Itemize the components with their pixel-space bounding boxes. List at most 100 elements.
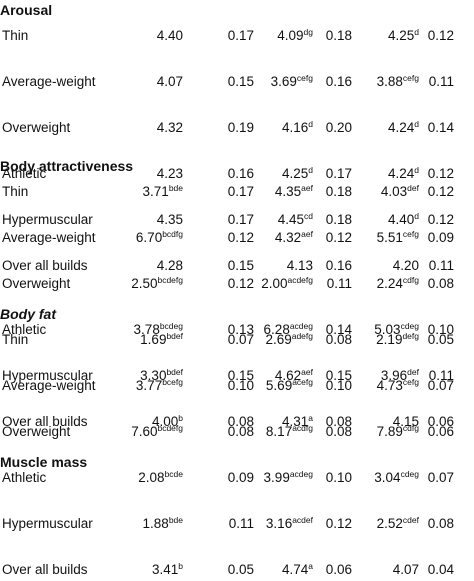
significance-superscript: aef: [301, 367, 313, 377]
section-title: Body attractiveness: [0, 158, 134, 174]
mean-number: 3.16: [265, 516, 293, 531]
row-label: Overweight: [2, 120, 71, 135]
standard-error-3: 0.14: [427, 120, 454, 135]
standard-error-1: 0.08: [227, 424, 254, 439]
standard-error-3: 0.10: [427, 322, 454, 337]
mean-value-1: 1.88bde: [143, 512, 183, 535]
significance-superscript: acdfg: [292, 423, 313, 433]
table-section: Body attractiveness Thin 3.71bde 0.17 4.35ae…: [0, 155, 474, 429]
mean-number: 4.24: [387, 166, 415, 181]
mean-number: 6.28: [263, 322, 290, 337]
significance-superscript: bcdeg: [159, 321, 183, 331]
table-row: Average-weight 3.77bcefg 0.10 5.69acefg 0.10…: [0, 374, 474, 397]
mean-number: 4.35: [274, 184, 302, 199]
mean-number: 4.28: [156, 258, 183, 273]
mean-value-1: 3.78bcdeg: [134, 318, 183, 341]
mean-number: 4.74: [281, 562, 309, 577]
mean-number: 7.89: [376, 424, 403, 439]
row-label: Athletic: [2, 166, 47, 181]
mean-value-1: 4.23: [157, 162, 183, 185]
row-label: Average-weight: [2, 74, 96, 89]
standard-error-2: 0.08: [325, 424, 352, 439]
standard-error-1: 0.10: [227, 378, 254, 393]
significance-superscript: bcefg: [162, 377, 183, 387]
standard-error-2: 0.15: [325, 368, 352, 383]
standard-error-1: 0.16: [227, 166, 254, 181]
mean-value-1: 3.77bcefg: [136, 374, 183, 397]
mean-value-1: 4.35: [157, 208, 183, 231]
table-section: Arousal Thin 4.40 0.17 4.09dg 0.18 4.25d 0.12 Av…: [0, 0, 474, 273]
standard-error-3: 0.09: [427, 230, 454, 245]
significance-superscript: bcdefg: [157, 423, 183, 433]
mean-value-1: 4.28: [157, 254, 183, 277]
standard-error-3: 0.08: [427, 516, 454, 531]
significance-superscript: cefg: [296, 73, 313, 83]
mean-value-1: 1.69bdef: [140, 328, 183, 351]
table-row: Average-weight 6.70bcdfg 0.12 4.32aef 0.12 5.…: [0, 226, 474, 249]
significance-superscript: cdfg: [402, 275, 419, 285]
mean-value-3: 7.89cdfg: [377, 420, 419, 443]
standard-error-2: 0.06: [325, 562, 352, 577]
standard-error-1: 0.12: [227, 276, 254, 291]
mean-number: 6.70: [135, 230, 163, 245]
table-row: Overweight 2.50bcdefg 0.12 2.00acdefg 0.11 2.…: [0, 272, 474, 295]
mean-value-1: 3.30bdef: [140, 364, 183, 387]
significance-superscript: bdef: [166, 331, 183, 341]
standard-error-2: 0.08: [325, 414, 352, 429]
standard-error-1: 0.19: [227, 120, 254, 135]
mean-number: 7.60: [131, 424, 158, 439]
standard-error-3: 0.05: [427, 332, 454, 347]
mean-value-3: 4.15: [393, 410, 419, 433]
significance-superscript: bdef: [166, 367, 183, 377]
standard-error-1: 0.08: [227, 414, 254, 429]
mean-number: 4.73: [376, 378, 403, 393]
mean-value-2: 4.45cd: [278, 208, 313, 231]
row-label: Average-weight: [2, 378, 96, 393]
mean-number: 4.25: [281, 166, 309, 181]
mean-number: 3.77: [135, 378, 163, 393]
table-row: Average-weight 4.07 0.15 3.69cefg 0.16 3.88ce…: [0, 70, 474, 93]
section-title: Body fat: [0, 306, 56, 322]
mean-value-3: 4.07: [393, 558, 419, 581]
mean-number: 3.71: [142, 184, 169, 199]
standard-error-3: 0.12: [427, 28, 454, 43]
table-row: Thin 4.40 0.17 4.09dg 0.18 4.25d 0.12: [0, 24, 474, 47]
mean-value-3: 5.51cefg: [377, 226, 419, 249]
table-row: Thin 1.69bdef 0.07 2.69adefg 0.08 2.19defg 0.0…: [0, 328, 474, 351]
standard-error-1: 0.11: [228, 516, 254, 531]
table-row: Hypermuscular 4.35 0.17 4.45cd 0.18 4.40d 0.12: [0, 208, 474, 231]
row-label: Hypermuscular: [2, 212, 93, 227]
mean-number: 3.88: [376, 74, 403, 89]
mean-value-2: 4.13: [287, 254, 313, 277]
standard-error-1: 0.07: [227, 332, 254, 347]
row-label: Thin: [2, 184, 29, 199]
mean-value-3: 4.73cefg: [377, 374, 419, 397]
mean-value-2: 4.32aef: [275, 226, 313, 249]
table-row: Overweight 4.32 0.19 4.16d 0.20 4.24d 0.14: [0, 116, 474, 139]
standard-error-2: 0.10: [325, 378, 352, 393]
row-label: Average-weight: [2, 230, 96, 245]
mean-value-3: 2.19defg: [376, 328, 419, 351]
mean-number: 4.62: [274, 368, 302, 383]
mean-value-2: 4.16d: [282, 116, 313, 139]
mean-value-1: 6.70bcdfg: [136, 226, 183, 249]
significance-superscript: d: [308, 119, 313, 129]
mean-value-1: 4.40: [157, 24, 183, 47]
mean-value-3: 3.96def: [381, 364, 419, 387]
standard-error-2: 0.18: [325, 184, 352, 199]
mean-value-3: 4.24d: [388, 162, 419, 185]
mean-number: 4.45: [277, 212, 305, 227]
mean-number: 4.09: [277, 28, 304, 43]
standard-error-3: 0.07: [427, 378, 454, 393]
mean-number: 3.41: [151, 562, 179, 577]
mean-value-1: 3.71bde: [143, 180, 183, 203]
mean-value-3: 4.20: [393, 254, 419, 277]
mean-value-2: 2.00acdefg: [261, 272, 313, 295]
table-row: Over all builds 4.28 0.15 4.13 0.16 4.20 0.11: [0, 254, 474, 277]
standard-error-2: 0.12: [325, 516, 352, 531]
mean-value-3: 4.03def: [381, 180, 419, 203]
significance-superscript: a: [308, 561, 313, 571]
mean-number: 4.40: [387, 212, 415, 227]
mean-value-1: 2.50bcdefg: [131, 272, 183, 295]
mean-value-2: 4.09dg: [277, 24, 313, 47]
